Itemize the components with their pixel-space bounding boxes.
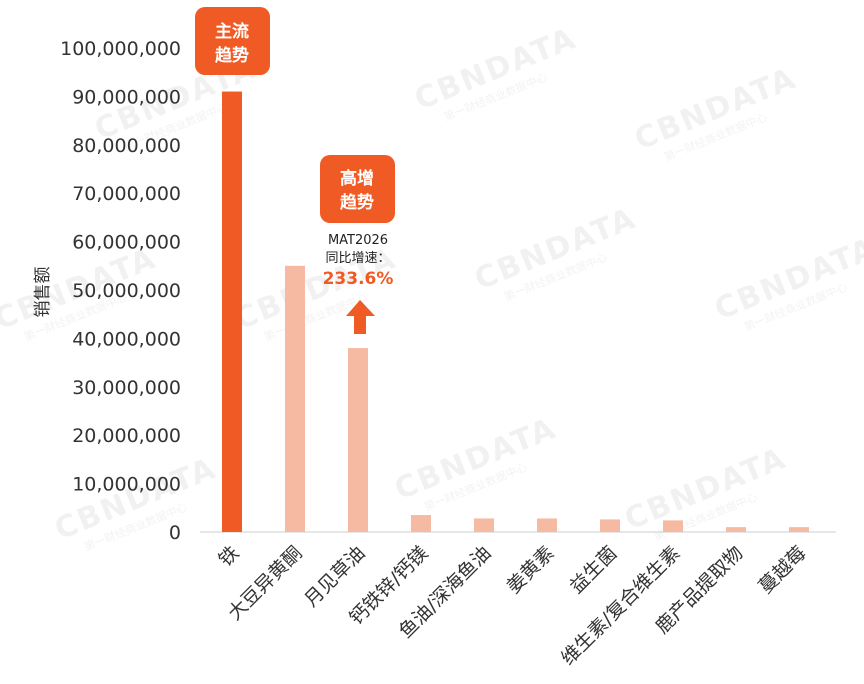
bar-8	[726, 527, 746, 532]
category-label: 蔓越莓	[755, 542, 811, 598]
high-growth-badge-line2: 趋势	[340, 192, 374, 213]
bars	[222, 91, 809, 532]
y-tick-label: 80,000,000	[72, 135, 181, 157]
y-tick-label: 90,000,000	[72, 86, 181, 108]
bar-4	[474, 518, 494, 532]
high-growth-badge-bg	[320, 155, 395, 223]
category-label: 铁	[215, 542, 244, 571]
mainstream-badge-line1: 主流	[215, 21, 249, 42]
high-growth-badge-line1: 高增	[340, 168, 374, 189]
bar-5	[537, 518, 557, 532]
annotation-growth-value: 233.6%	[323, 269, 394, 289]
annotation-label: 同比增速：	[325, 251, 390, 266]
y-tick-label: 50,000,000	[72, 280, 181, 302]
growth-annotation: MAT2026 同比增速： 233.6%	[323, 233, 394, 334]
up-arrow-icon	[346, 300, 375, 334]
mainstream-badge-bg	[195, 7, 270, 75]
bar-3	[411, 515, 431, 532]
bar-9	[789, 527, 809, 532]
y-tick-label: 20,000,000	[72, 425, 181, 447]
y-tick-label: 100,000,000	[60, 38, 181, 60]
mainstream-badge-line2: 趋势	[215, 45, 249, 66]
y-tick-label: 0	[169, 522, 181, 544]
y-tick-label: 40,000,000	[72, 328, 181, 350]
y-tick-label: 70,000,000	[72, 183, 181, 205]
y-tick-label: 30,000,000	[72, 377, 181, 399]
bar-7	[663, 520, 683, 532]
bar-1	[285, 265, 305, 532]
mainstream-trend-badge: 主流 趋势	[195, 7, 270, 75]
category-label: 维生素/复合维生素	[557, 542, 685, 670]
category-label: 益生菌	[566, 542, 622, 598]
y-axis-title: 销售额	[33, 267, 53, 318]
y-axis: 0 10,000,000 20,000,000 30,000,000 40,000,00…	[60, 38, 181, 544]
bar-0	[222, 91, 242, 532]
y-tick-label: 10,000,000	[72, 474, 181, 496]
bar-2	[348, 348, 368, 532]
annotation-period: MAT2026	[328, 233, 388, 248]
y-tick-label: 60,000,000	[72, 232, 181, 254]
category-label: 姜黄素	[503, 542, 559, 598]
high-growth-trend-badge: 高增 趋势	[320, 155, 395, 223]
bar-6	[600, 519, 620, 532]
